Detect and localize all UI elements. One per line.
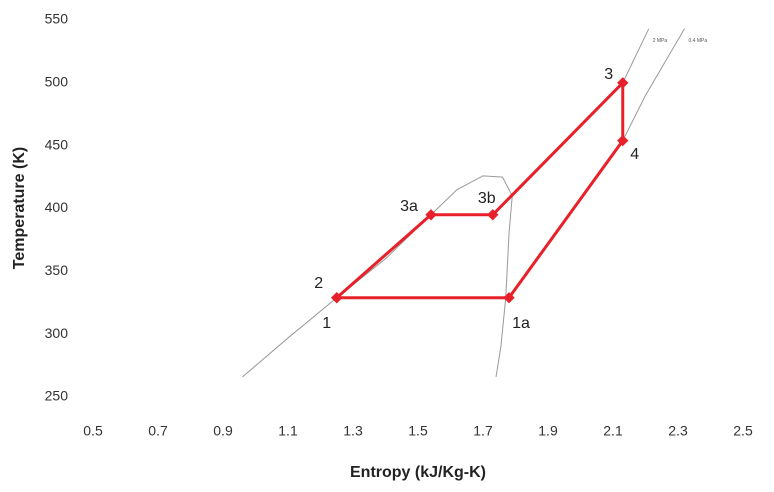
point-label: 2 — [314, 275, 323, 292]
curve — [492, 28, 650, 216]
point-label: 3b — [478, 190, 496, 207]
point-label: 4 — [630, 146, 639, 163]
x-tick-label: 1.5 — [408, 423, 428, 439]
x-tick-label: 2.5 — [733, 423, 753, 439]
point-marker — [425, 209, 437, 221]
x-tick-label: 2.1 — [603, 423, 623, 439]
y-tick-label: 500 — [45, 74, 69, 90]
point-marker — [503, 292, 515, 304]
x-tick-label: 2.3 — [668, 423, 688, 439]
point-label: 3 — [604, 66, 613, 83]
point-marker — [487, 209, 499, 221]
y-tick-label: 400 — [45, 199, 69, 215]
point-marker — [331, 292, 343, 304]
x-tick-label: 0.5 — [83, 423, 103, 439]
y-tick-label: 350 — [45, 262, 69, 278]
y-tick-label: 450 — [45, 136, 69, 152]
x-tick-label: 1.3 — [343, 423, 363, 439]
y-tick-label: 550 — [45, 11, 69, 27]
curve-label: 0.4 MPa — [689, 38, 708, 44]
x-tick-label: 1.1 — [278, 423, 298, 439]
curve — [242, 175, 513, 378]
point-marker — [617, 134, 629, 147]
curve-label: 2 MPa — [653, 38, 668, 44]
x-axis-title: Entropy (kJ/Kg-K) — [350, 464, 486, 481]
x-tick-label: 0.7 — [148, 423, 168, 439]
y-tick-label: 250 — [45, 388, 69, 404]
y-axis-title: Temperature (K) — [11, 147, 28, 269]
y-tick-label: 300 — [45, 325, 69, 341]
x-tick-label: 0.9 — [213, 423, 233, 439]
curve — [508, 28, 685, 299]
point-label: 1a — [512, 315, 530, 332]
point-label: 1 — [322, 315, 331, 332]
x-tick-label: 1.7 — [473, 423, 493, 439]
point-label: 3a — [400, 198, 418, 215]
x-tick-label: 1.9 — [538, 423, 558, 439]
